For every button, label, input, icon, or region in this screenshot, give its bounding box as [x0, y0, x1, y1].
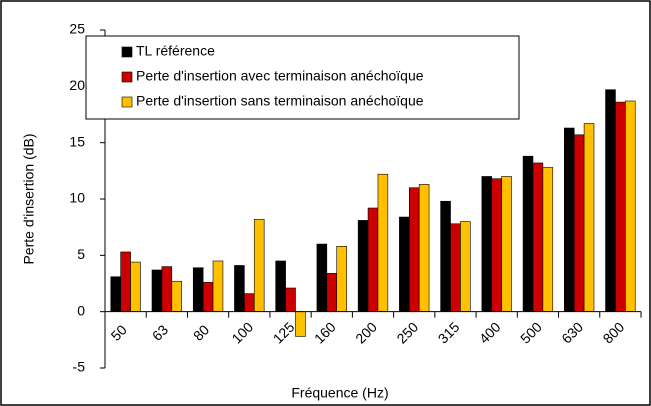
bar	[212, 260, 224, 312]
bar	[161, 266, 173, 312]
bar	[120, 251, 131, 312]
bar	[408, 187, 420, 312]
bar	[275, 260, 286, 312]
y-tick-label: 25	[69, 21, 85, 37]
y-tick-label: 5	[77, 246, 85, 262]
bar	[316, 243, 328, 312]
bar	[418, 184, 430, 312]
bar	[491, 178, 502, 312]
bar	[605, 89, 616, 312]
bar	[481, 176, 493, 312]
bar	[377, 173, 389, 312]
bar	[367, 207, 379, 312]
bar	[460, 221, 471, 312]
legend-label: Perte d'insertion sans terminaison anéch…	[136, 93, 424, 109]
bar	[285, 287, 296, 312]
bar	[583, 123, 595, 312]
legend-label: TL référence	[136, 43, 215, 59]
y-axis-title: Perte d'insertion (dB)	[21, 133, 37, 264]
bar	[326, 273, 338, 312]
legend-swatch	[121, 46, 133, 58]
bar	[615, 101, 626, 312]
bar	[151, 269, 163, 312]
bar	[192, 267, 204, 312]
bar	[440, 200, 451, 312]
bar	[625, 100, 636, 312]
y-tick-label: -5	[73, 359, 86, 375]
bar	[399, 216, 410, 312]
bar	[501, 176, 512, 312]
legend-swatch	[121, 96, 133, 108]
bar	[357, 220, 369, 312]
y-tick-label: 15	[69, 133, 85, 149]
bar	[542, 167, 554, 312]
bar	[253, 218, 265, 312]
y-tick-label: 10	[69, 190, 85, 206]
bar	[244, 293, 255, 312]
y-tick-label: 20	[69, 77, 85, 93]
bar	[234, 265, 245, 312]
bar	[202, 282, 214, 312]
bar	[522, 155, 534, 312]
bar	[336, 246, 347, 312]
bar	[532, 162, 544, 312]
legend: TL référence Perte d'insertion avec termi…	[85, 35, 520, 120]
bar	[171, 280, 182, 312]
legend-frame	[85, 35, 520, 120]
y-tick-label: 0	[77, 302, 85, 318]
bar	[573, 134, 585, 312]
legend-label: Perte d'insertion avec terminaison anéch…	[136, 68, 424, 84]
bar	[564, 127, 575, 312]
bar	[450, 223, 461, 312]
x-axis-title: Fréquence (Hz)	[291, 385, 388, 401]
bar	[295, 311, 306, 337]
legend-swatch	[121, 71, 133, 83]
bar	[130, 261, 141, 312]
bar	[110, 276, 121, 312]
